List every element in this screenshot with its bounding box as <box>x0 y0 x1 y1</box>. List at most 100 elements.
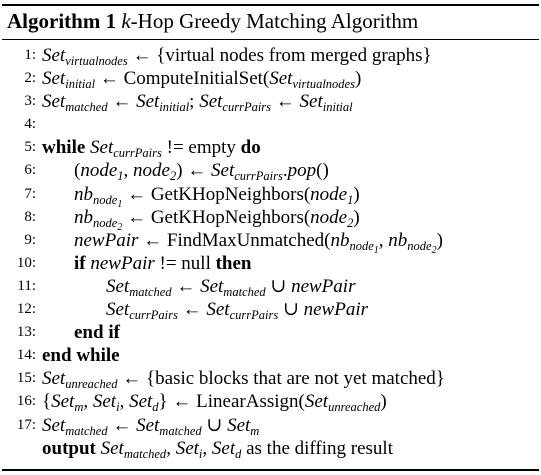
code-text: ) ← <box>176 160 212 182</box>
subscript-base: node <box>93 192 118 207</box>
keyword: if <box>74 252 91 274</box>
line-code: Setunreached ← {basic blocks that are no… <box>42 367 445 390</box>
subscript: matched <box>65 423 108 438</box>
subscript: node1 <box>93 192 123 210</box>
subscript: matched <box>129 284 172 299</box>
math-variable: Set <box>129 391 153 413</box>
line-code: Setmatched ← Setmatched ∪ newPair <box>42 275 355 298</box>
line-code: Setvirtualnodes ← {virtual nodes from me… <box>42 44 432 67</box>
math-variable: Set <box>42 45 66 66</box>
code-text: ) <box>353 183 360 205</box>
line-code: Setinitial ← ComputeInitialSet(Setvirtua… <box>42 67 361 90</box>
subscript: matched <box>65 100 108 115</box>
line-code: end if <box>42 321 120 344</box>
code-text: ← {virtual nodes from merged graphs} <box>127 45 432 66</box>
math-variable: Set <box>199 91 223 113</box>
math-variable: node <box>80 160 118 182</box>
subscript: 2 <box>347 215 354 230</box>
nested-subscript: 1 <box>117 198 123 210</box>
nested-subscript: 2 <box>117 221 123 233</box>
line-code: SetcurrPairs ← SetcurrPairs ∪ newPair <box>42 298 368 321</box>
math-variable: Set <box>206 299 230 321</box>
line-code: if newPair != null then <box>42 252 252 275</box>
math-variable: Set <box>211 160 235 182</box>
algorithm-line: 9: newPair ← FindMaxUnmatched(nbnode1, nb… <box>0 229 541 256</box>
subscript: 2 <box>169 169 177 184</box>
keyword: end while <box>42 345 120 367</box>
math-variable: Set <box>42 68 66 90</box>
algorithm-caption: Algorithm 1 k-Hop Greedy Matching Algori… <box>7 9 418 34</box>
line-number: 12: <box>16 301 36 318</box>
algorithm-line: 7: nbnode1 ← GetKHopNeighbors(node1) <box>0 183 541 210</box>
math-variable: nb <box>388 229 408 251</box>
line-code: {Setm, Seti, Setd} ← LinearAssign(Setunr… <box>42 390 387 413</box>
code-text: ∪ <box>265 275 292 297</box>
math-variable: nb <box>74 206 93 228</box>
algorithm-label: Algorithm 1 <box>7 9 117 33</box>
line-number: 3: <box>24 93 36 110</box>
line-code: while SetcurrPairs != empty do <box>42 136 261 159</box>
code-text: , <box>378 229 389 251</box>
subscript: node2 <box>93 216 123 233</box>
keyword: end if <box>74 322 120 344</box>
keyword: output <box>42 437 101 459</box>
subscript: m <box>250 423 260 438</box>
code-text: ← <box>171 275 201 297</box>
code-text: ∪ <box>201 414 228 436</box>
line-number: 13: <box>16 324 36 341</box>
bottom-rule <box>2 469 539 471</box>
math-variable: nb <box>74 183 93 205</box>
code-text: ) <box>353 206 360 228</box>
subscript: d <box>152 400 159 415</box>
subscript: currPairs <box>229 308 279 323</box>
algorithm-body: 1: Setvirtualnodes ← {virtual nodes from … <box>0 44 541 460</box>
algorithm-line: 14: end while <box>0 344 541 367</box>
code-text: ← <box>107 91 137 113</box>
line-code: nbnode2 ← GetKHopNeighbors(node2) <box>42 206 360 233</box>
algorithm-line: 8: nbnode2 ← GetKHopNeighbors(node2) <box>0 206 541 233</box>
keyword: then <box>215 252 252 274</box>
line-number: 5: <box>24 139 36 156</box>
subscript: currPairs <box>234 169 283 184</box>
code-text: ) <box>380 391 387 413</box>
code-text: , <box>123 160 134 182</box>
line-number: 11: <box>17 277 36 294</box>
algorithm-line: 6: (node1, node2) ← SetcurrPairs.pop() <box>0 159 541 182</box>
math-variable: Set <box>51 391 75 413</box>
algorithm-k: k <box>121 9 131 33</box>
subscript: initial <box>159 100 190 115</box>
line-code: Setmatched ← Setmatched ∪ Setm <box>42 414 259 437</box>
line-number: 10: <box>16 254 36 271</box>
math-variable: newPair <box>303 299 368 321</box>
line-number: 14: <box>16 347 36 364</box>
math-variable: newPair <box>74 229 139 251</box>
math-variable: node <box>310 206 348 228</box>
subscript-base: node <box>349 238 374 253</box>
math-variable: Set <box>299 91 323 113</box>
code-text: != null <box>154 252 216 274</box>
algorithm-line: 10: if newPair != null then <box>0 252 541 275</box>
math-variable: Set <box>100 437 124 459</box>
math-variable: Set <box>92 391 117 413</box>
line-number: 17: <box>16 416 36 433</box>
subscript: unreached <box>328 400 381 415</box>
algorithm-line: 16: {Setm, Seti, Setd} ← LinearAssign(Set… <box>0 390 541 413</box>
caption-rule <box>2 39 539 40</box>
line-number: 15: <box>16 370 36 387</box>
math-variable: Set <box>304 391 329 413</box>
code-text: ← FindMaxUnmatched( <box>138 229 331 251</box>
math-variable: Set <box>106 275 130 297</box>
subscript: node2 <box>407 239 436 256</box>
subscript: currPairs <box>129 308 178 323</box>
algorithm-line: 1: Setvirtualnodes ← {virtual nodes from … <box>0 44 541 67</box>
code-text: ← <box>271 91 300 113</box>
subscript: unreached <box>65 377 118 392</box>
subscript: currPairs <box>222 100 272 115</box>
nested-subscript: 1 <box>373 244 379 256</box>
subscript: virtualnodes <box>65 54 128 68</box>
code-text: ) <box>354 68 362 90</box>
math-variable: Set <box>42 368 66 390</box>
line-number: 9: <box>24 231 36 248</box>
math-variable: newPair <box>90 252 155 274</box>
line-code: Setmatched ← Setinitial; SetcurrPairs ← … <box>42 90 353 113</box>
